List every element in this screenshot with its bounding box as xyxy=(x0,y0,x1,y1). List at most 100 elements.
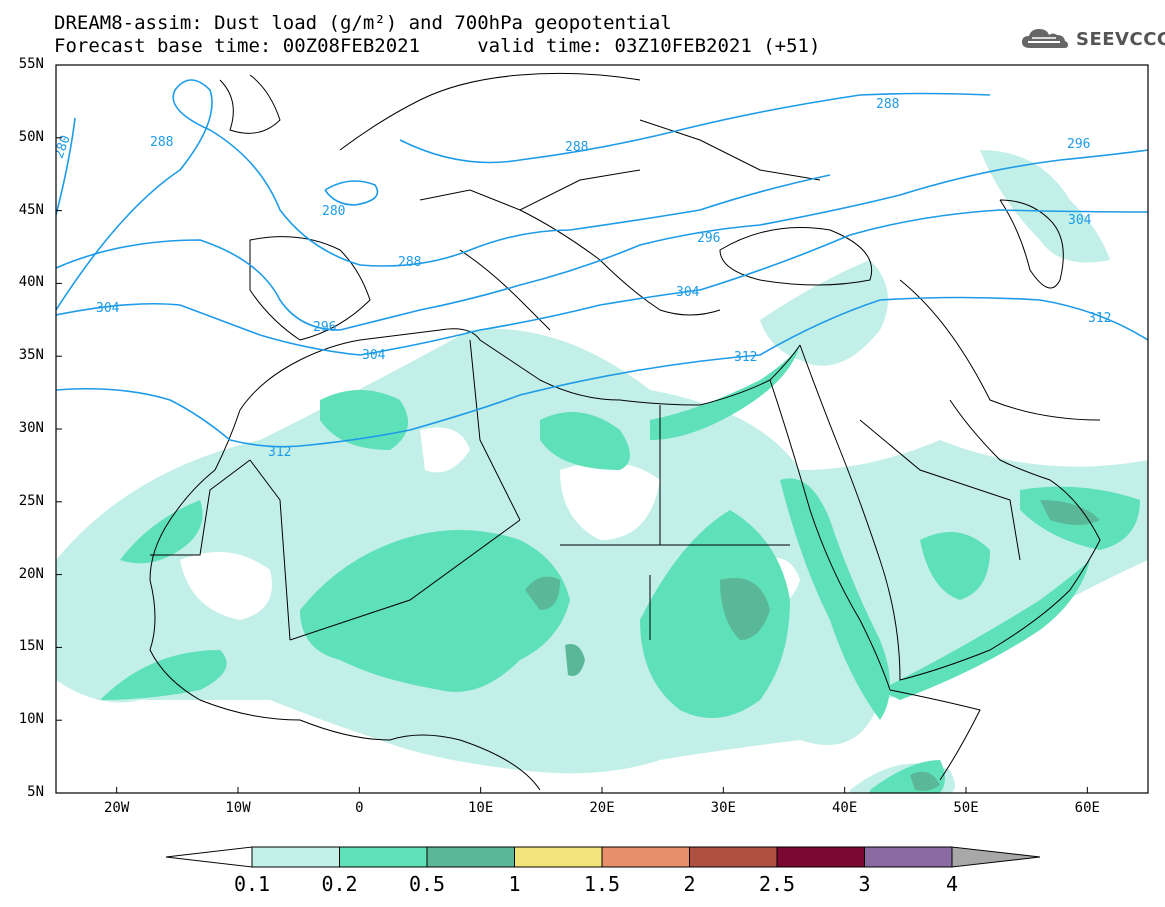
colorbar-segment xyxy=(601,846,690,868)
colorbar-level-label: 0.1 xyxy=(233,872,271,896)
border-europe-1 xyxy=(419,169,641,211)
coastline-west-africa xyxy=(149,409,541,791)
brand-logo: SEEVCCC xyxy=(1020,26,1165,52)
colorbar-under-triangle xyxy=(165,846,253,868)
contour-288-atlantic xyxy=(56,79,831,311)
colorbar-level-label: 1 xyxy=(508,872,521,896)
lat-tick-label: 15N xyxy=(18,638,44,655)
border-europe-2 xyxy=(639,119,821,181)
axis-ticks xyxy=(56,64,1088,794)
lat-tick-label: 5N xyxy=(27,784,44,800)
coastline-horn xyxy=(889,689,981,781)
contour-label: 288 xyxy=(876,97,899,112)
clear-region-1 xyxy=(180,552,272,620)
contour-label: 304 xyxy=(1068,213,1092,228)
border-saudi xyxy=(859,419,1021,561)
contour-label: 304 xyxy=(96,301,120,316)
border-morocco-algeria xyxy=(249,459,291,641)
dust-core-oman xyxy=(1040,500,1100,525)
lat-tick-label: 30N xyxy=(18,420,44,436)
dust-load-shading xyxy=(56,150,1148,793)
lon-tick-label: 40E xyxy=(832,800,858,816)
dust-region-caspian xyxy=(980,150,1110,263)
cloud-logo-icon xyxy=(1022,29,1068,48)
coastline-arabia xyxy=(799,344,1101,681)
contour-296-europe xyxy=(56,149,1148,331)
coastline-europe-north xyxy=(339,72,641,151)
dust-core-somalia xyxy=(910,771,940,791)
lon-tick-label: 20W xyxy=(104,800,130,816)
contour-label: 312 xyxy=(1088,311,1111,326)
colorbar-segment xyxy=(339,846,428,868)
lon-tick-label: 10E xyxy=(468,800,494,816)
dust-band-arabia-center xyxy=(920,532,990,600)
lat-tick-label: 20N xyxy=(18,565,44,582)
lat-tick-label: 45N xyxy=(18,201,44,218)
colorbar-segment xyxy=(864,846,953,868)
contour-label: 280 xyxy=(322,204,345,219)
lat-tick-label: 55N xyxy=(18,56,44,72)
colorbar-level-label: 2.5 xyxy=(758,872,796,896)
lat-tick-label: 35N xyxy=(18,347,44,364)
coastline-north-africa xyxy=(239,328,801,411)
contour-label: 304 xyxy=(362,348,386,363)
colorbar-segment xyxy=(514,846,603,868)
lon-tick-label: 60E xyxy=(1074,800,1100,816)
contour-label: 288 xyxy=(398,255,421,270)
lon-tick-label: 0 xyxy=(355,800,364,816)
coastlines-borders xyxy=(149,72,1101,791)
border-mauritania xyxy=(150,459,251,556)
colorbar-level-label: 1.5 xyxy=(583,872,621,896)
dust-band-libya xyxy=(540,412,630,470)
colorbar-level-label: 0.2 xyxy=(321,872,358,896)
brand-name: SEEVCCC xyxy=(1076,28,1165,50)
coastline-iberia xyxy=(249,236,371,341)
contour-280-west xyxy=(56,117,76,216)
colorbar-level-label: 2 xyxy=(683,872,696,896)
forecast-times: Forecast base time: 00Z08FEB2021 valid t… xyxy=(54,35,821,57)
dust-band-sahel xyxy=(300,530,570,692)
border-iran xyxy=(899,279,1101,421)
border-algeria-libya xyxy=(469,339,521,521)
colorbar-segment xyxy=(776,846,865,868)
contour-label: 296 xyxy=(697,231,720,246)
lon-tick-label: 50E xyxy=(953,800,979,816)
colorbar-segment xyxy=(426,846,515,868)
coastline-red-sea xyxy=(769,379,891,691)
lon-tick-label: 30E xyxy=(710,800,736,816)
colorbar-over-triangle xyxy=(951,846,1041,868)
clear-region-4 xyxy=(420,427,470,473)
lat-tick-label: 40N xyxy=(18,274,44,291)
geopotential-contours xyxy=(56,79,1148,448)
colorbar-level-label: 4 xyxy=(945,872,959,896)
contour-312-south xyxy=(56,296,1148,448)
dust-region-arabia xyxy=(877,458,1040,602)
lat-tick-label: 50N xyxy=(18,128,44,145)
chart-title: DREAM8-assim: Dust load (g/m²) and 700hP… xyxy=(54,12,672,34)
dust-core-sudan xyxy=(565,644,585,676)
lat-tick-label: 10N xyxy=(18,711,44,728)
lon-tick-label: 10W xyxy=(225,800,251,816)
dust-band-west-coast xyxy=(120,500,203,564)
coastline-black-sea xyxy=(719,227,872,286)
colorbar-level-label: 0.5 xyxy=(408,872,446,896)
contour-label: 304 xyxy=(676,285,700,300)
dust-core-niger xyxy=(525,576,560,610)
border-mali-niger xyxy=(289,519,521,641)
contour-label: 288 xyxy=(565,140,588,155)
colorbar-level-label: 3 xyxy=(858,872,871,896)
dust-band-guinea xyxy=(100,650,227,700)
lon-tick-label: 20E xyxy=(589,800,615,816)
contour-304-mid xyxy=(56,209,1148,356)
coastline-british-isles xyxy=(219,74,281,134)
contour-label: 296 xyxy=(313,320,336,335)
dust-band-red-sea xyxy=(780,478,890,720)
dust-band-yemen xyxy=(880,560,1090,700)
contour-label: 288 xyxy=(150,135,173,150)
contour-labels: 280 288 280 288 288 288 296 296 296 304 … xyxy=(56,97,1111,460)
dust-band-chad xyxy=(640,510,790,718)
colorbar-segment xyxy=(251,846,340,868)
coastline-italy xyxy=(459,249,551,331)
